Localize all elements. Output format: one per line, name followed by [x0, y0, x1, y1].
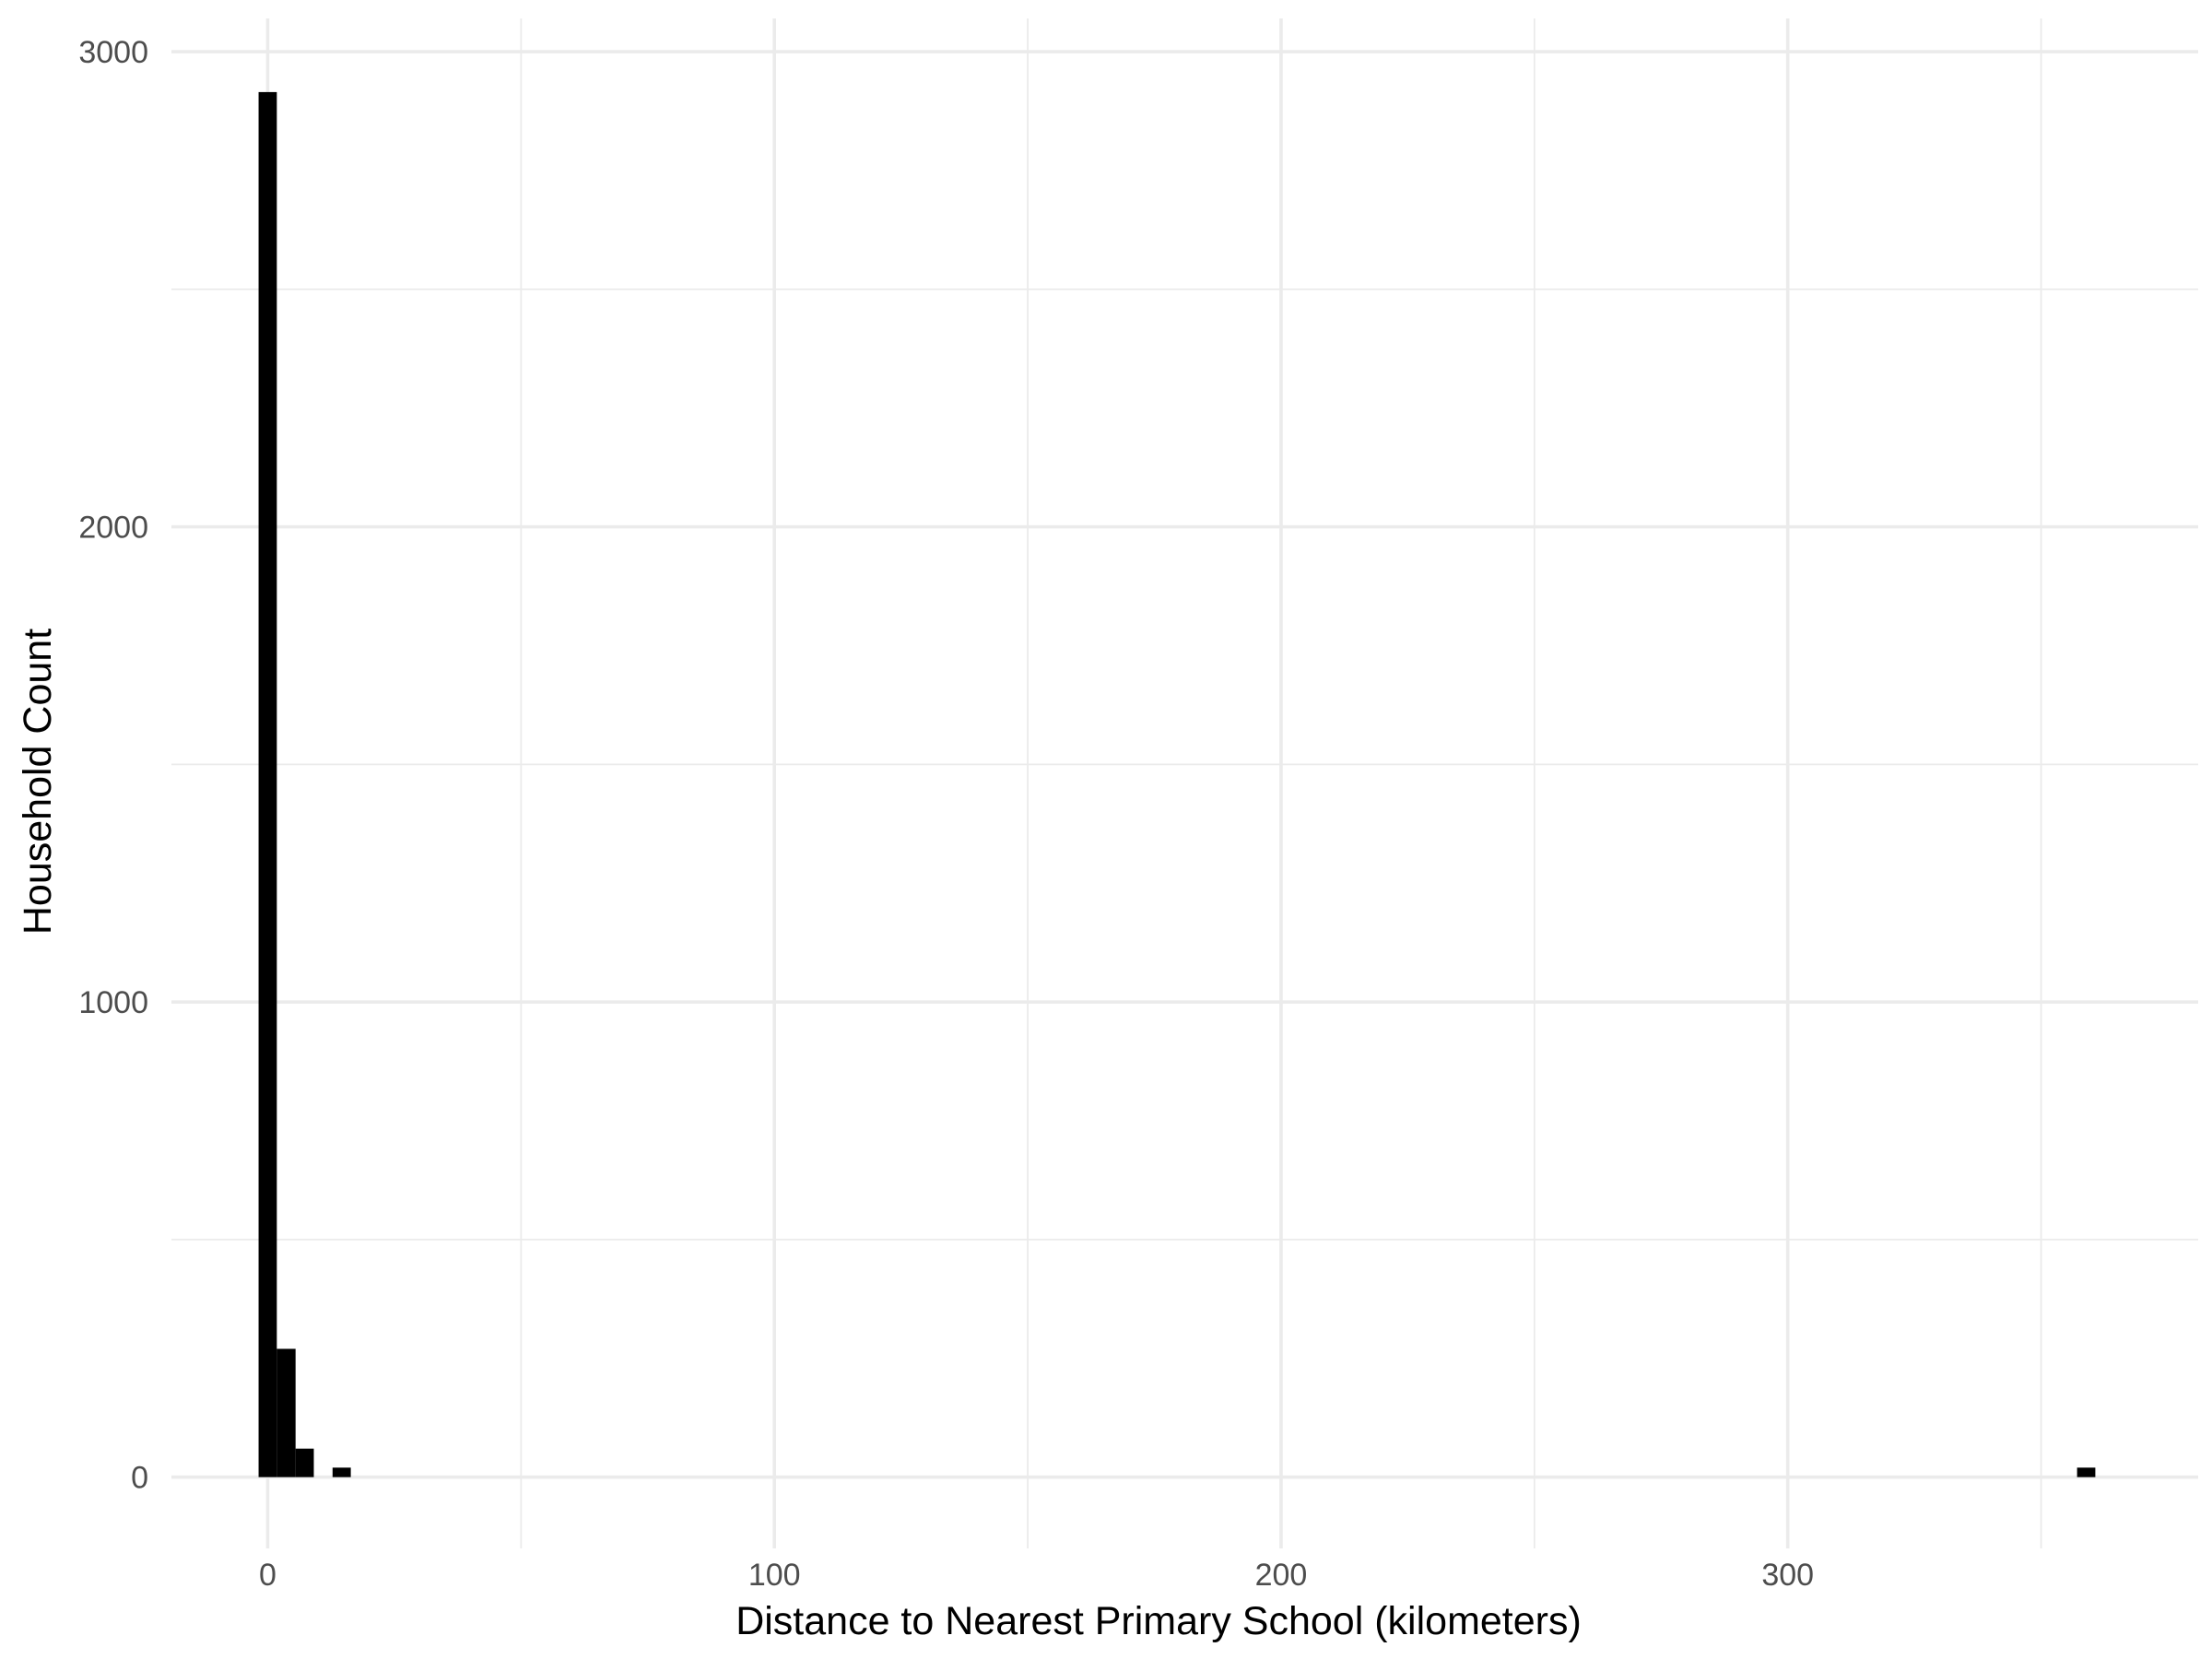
histogram-bar-0 — [258, 91, 277, 1477]
y-tick-label: 2000 — [78, 511, 148, 546]
y-tick-label: 1000 — [78, 985, 148, 1020]
histogram-bar-3 — [332, 1467, 351, 1477]
grid-lines — [171, 18, 2198, 1548]
y-axis-ticks: 0 1000 2000 3000 — [78, 35, 148, 1496]
histogram-bars — [258, 91, 2096, 1477]
y-tick-label: 0 — [131, 1461, 148, 1496]
y-axis-title: Household Count — [16, 629, 60, 935]
histogram-bar-2 — [295, 1448, 314, 1477]
x-axis-title: Distance to Nearest Primary School (kilo… — [735, 1599, 1582, 1643]
x-axis-ticks: 0 100 200 300 — [259, 1558, 1814, 1593]
x-tick-label: 200 — [1255, 1558, 1308, 1593]
x-tick-label: 100 — [748, 1558, 801, 1593]
x-tick-label: 300 — [1761, 1558, 1814, 1593]
x-tick-label: 0 — [259, 1558, 276, 1593]
histogram-bar-1 — [276, 1348, 296, 1477]
y-tick-label: 3000 — [78, 35, 148, 70]
histogram-bar-4 — [2077, 1467, 2096, 1477]
